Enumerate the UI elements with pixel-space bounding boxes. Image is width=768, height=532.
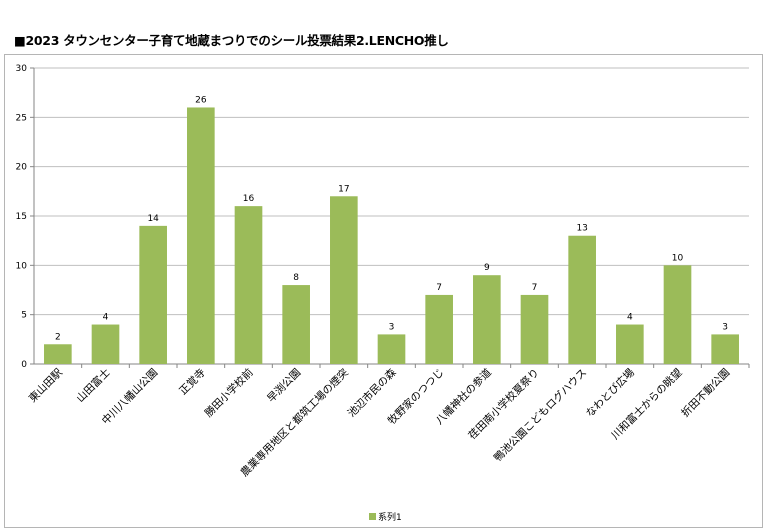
category-label: 折田不動公園 [679, 366, 733, 420]
bar [282, 285, 310, 364]
bar [663, 265, 692, 364]
legend-swatch [369, 513, 376, 520]
bar [377, 334, 406, 364]
bar [568, 235, 596, 364]
category-label: 早渕公園 [264, 366, 303, 405]
chart-frame [4, 54, 763, 528]
data-labels: 2 4 14 26 16 8 17 3 7 9 7 13 4 10 3 [55, 95, 728, 342]
data-label: 4 [627, 313, 633, 323]
y-tick-label: 0 [21, 360, 27, 370]
bar [187, 107, 215, 364]
data-label: 9 [484, 263, 490, 273]
bar [520, 294, 549, 364]
data-label: 16 [243, 194, 255, 204]
bars [44, 107, 739, 364]
data-label: 3 [722, 322, 728, 332]
bar [234, 206, 263, 364]
data-label: 26 [195, 95, 207, 105]
bar [473, 275, 501, 364]
data-label: 17 [338, 184, 349, 194]
bar [425, 294, 453, 364]
category-label: 勝田小学校前 [202, 366, 256, 420]
y-tick-label: 10 [16, 261, 28, 271]
legend-label: 系列1 [378, 511, 402, 523]
bar [330, 196, 358, 364]
chart-title: ■2023 タウンセンター子育て地蔵まつりでのシール投票結果2.LENCHO推し [14, 33, 449, 48]
data-label: 4 [103, 313, 109, 323]
data-label: 2 [55, 332, 61, 342]
y-tick-label: 5 [21, 311, 27, 321]
bar [139, 225, 167, 364]
legend: 系列1 [369, 511, 402, 523]
data-label: 10 [672, 253, 684, 263]
category-label: 鴨池公園こどもログハウス [491, 366, 589, 464]
y-tick-label: 15 [16, 212, 27, 222]
axes: 0 5 10 15 20 25 30 [16, 64, 750, 370]
category-label: 池辺市民の森 [345, 366, 399, 420]
category-label: 東山田駅 [26, 366, 65, 405]
data-label: 3 [389, 322, 395, 332]
bar [91, 324, 120, 364]
y-tick-label: 20 [16, 163, 28, 173]
category-label: 山田富士 [74, 366, 113, 405]
category-label: 正覚寺 [176, 366, 207, 397]
bar [44, 344, 72, 364]
y-tick-label: 25 [16, 113, 27, 123]
bar [711, 334, 739, 364]
data-label: 7 [532, 283, 538, 293]
y-tick-label: 30 [16, 64, 28, 74]
data-label: 8 [293, 273, 299, 283]
data-label: 13 [576, 224, 587, 234]
category-label: なわとび広場 [583, 366, 637, 420]
bar [616, 324, 644, 364]
data-label: 14 [147, 214, 159, 224]
data-label: 7 [436, 283, 442, 293]
